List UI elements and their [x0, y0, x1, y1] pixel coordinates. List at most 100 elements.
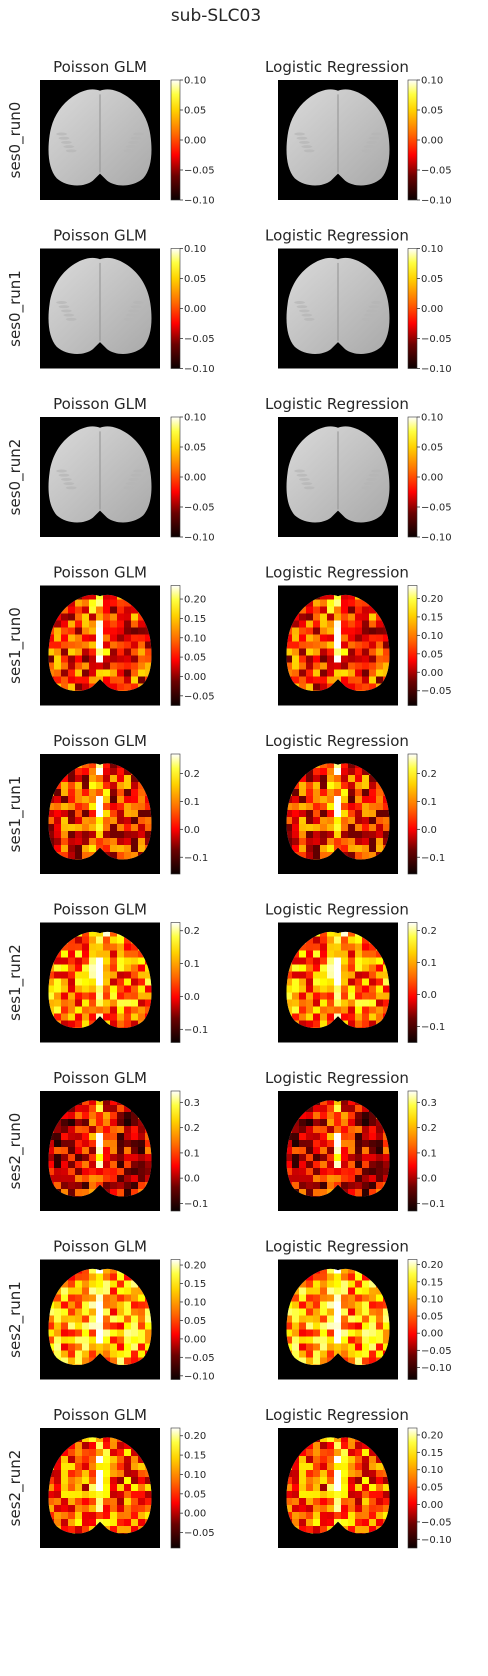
parcel-cell: [327, 1126, 334, 1133]
colorbar-tick-label: −0.1: [421, 1022, 445, 1033]
parcel-cell: [390, 705, 397, 712]
parcel-cell: [96, 1210, 103, 1217]
panel-title: Poisson GLM: [53, 58, 147, 76]
parcel-cell: [159, 698, 166, 705]
panel: Poisson GLM0.200.150.100.050.00−0.05: [40, 1406, 215, 1554]
colorbar-tick-label: 0.05: [421, 274, 443, 285]
parcel-cell: [159, 775, 166, 782]
parcel-cell: [292, 1323, 299, 1330]
parcel-cell: [131, 796, 138, 803]
parcel-cell: [82, 1470, 89, 1477]
parcel-cell: [362, 621, 369, 628]
parcel-cell: [131, 1519, 138, 1526]
parcel-cell: [355, 1358, 362, 1365]
parcel-cell: [89, 642, 96, 649]
parcel-cell: [89, 614, 96, 621]
parcel-cell: [89, 803, 96, 810]
parcel-cell: [117, 1442, 124, 1449]
parcel-cell: [362, 1512, 369, 1519]
parcel-cell: [103, 670, 110, 677]
parcel-cell: [313, 768, 320, 775]
parcel-cell: [292, 1000, 299, 1007]
parcel-cell: [75, 1274, 82, 1281]
parcel-cell: [54, 1337, 61, 1344]
parcel-cell: [61, 614, 68, 621]
parcel-cell: [159, 1175, 166, 1182]
brain-texture: [128, 141, 139, 144]
parcel-cell: [292, 1491, 299, 1498]
parcel-cell: [103, 635, 110, 642]
parcel-cell: [292, 1042, 299, 1049]
brain-texture: [133, 301, 144, 304]
colorbar-tick-label: 0.10: [184, 244, 206, 255]
parcel-cell: [124, 824, 131, 831]
parcel-cell: [355, 1302, 362, 1309]
parcel-cell: [159, 593, 166, 600]
parcel-cell: [124, 852, 131, 859]
parcel-cell: [341, 958, 348, 965]
brain-texture: [297, 137, 308, 140]
colorbar-tick-label: 0.05: [184, 443, 206, 454]
parcel-cell: [306, 677, 313, 684]
parcel-cell: [278, 705, 285, 712]
parcel-cell: [159, 1281, 166, 1288]
parcel-cell: [103, 1302, 110, 1309]
parcel-cell: [131, 705, 138, 712]
parcel-cell: [117, 958, 124, 965]
parcel-cell: [320, 1330, 327, 1337]
colorbar: [171, 1091, 180, 1211]
parcel-cell: [327, 1344, 334, 1351]
parcel-cell: [355, 670, 362, 677]
parcel-cell: [110, 1337, 117, 1344]
parcel-cell: [110, 993, 117, 1000]
brain-texture: [299, 478, 310, 481]
colorbar-tick-label: 0.15: [421, 612, 443, 623]
parcel-cell: [327, 965, 334, 972]
parcel-cell: [138, 958, 145, 965]
parcel-cell: [334, 789, 341, 796]
parcel-cell: [369, 635, 376, 642]
parcel-cell: [313, 649, 320, 656]
colorbar: [171, 586, 180, 706]
parcel-cell: [159, 670, 166, 677]
parcel-cell: [362, 663, 369, 670]
parcel-cell: [103, 1281, 110, 1288]
parcel-cell: [110, 1281, 117, 1288]
colorbar-tick-label: −0.1: [421, 853, 445, 864]
parcel-cell: [313, 845, 320, 852]
parcel-cell: [327, 1491, 334, 1498]
parcel-cell: [362, 1189, 369, 1196]
parcel-cell: [110, 1456, 117, 1463]
parcel-cell: [117, 972, 124, 979]
parcel-cell: [131, 1042, 138, 1049]
parcel-cell: [131, 838, 138, 845]
parcel-cell: [131, 1330, 138, 1337]
parcel-cell: [124, 1337, 131, 1344]
parcel-cell: [397, 642, 404, 649]
parcel-cell: [299, 958, 306, 965]
parcel-cell: [341, 1351, 348, 1358]
parcel-cell: [397, 656, 404, 663]
parcel-cell: [306, 958, 313, 965]
parcel-cell: [54, 1491, 61, 1498]
parcel-cell: [117, 944, 124, 951]
parcel-cell: [61, 1161, 68, 1168]
parcel-cell: [327, 1316, 334, 1323]
panel-title: Logistic Regression: [265, 58, 409, 76]
parcel-cell: [145, 1547, 152, 1554]
parcel-cell: [68, 838, 75, 845]
parcel-cell: [82, 1288, 89, 1295]
parcel-cell: [89, 1126, 96, 1133]
parcel-cell: [159, 979, 166, 986]
parcel-cell: [47, 1379, 54, 1386]
parcel-cell: [348, 1330, 355, 1337]
parcel-cell: [299, 670, 306, 677]
parcel-cell: [341, 993, 348, 1000]
parcel-cell: [68, 677, 75, 684]
parcel-cell: [110, 979, 117, 986]
parcel-cell: [299, 1344, 306, 1351]
parcel-cell: [117, 1140, 124, 1147]
parcel-cell: [362, 1119, 369, 1126]
parcel-cell: [82, 1000, 89, 1007]
parcel-cell: [362, 1505, 369, 1512]
